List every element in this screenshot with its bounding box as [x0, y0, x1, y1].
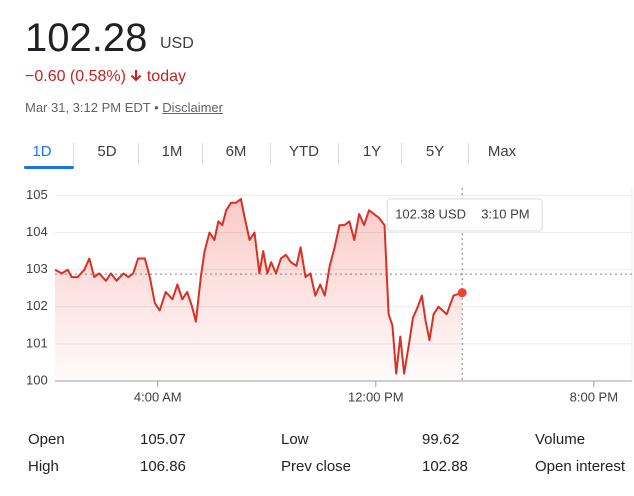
separator: • [154, 100, 159, 115]
tooltip-box [386, 198, 543, 232]
stat-label: Low [281, 431, 309, 448]
x-tick-label: 4:00 AM [134, 389, 182, 404]
tab-separator [73, 143, 74, 165]
y-tick-label: 104 [26, 224, 48, 239]
y-tick-label: 105 [26, 187, 48, 202]
y-tick-label: 102 [26, 298, 48, 313]
range-tab[interactable]: 1D [32, 143, 52, 160]
price: 102.28 [25, 16, 148, 60]
range-tab[interactable]: YTD [289, 143, 319, 160]
tooltip-value: 102.38 USD [395, 206, 466, 221]
currency: USD [160, 35, 194, 52]
stat-label: Volume [535, 431, 586, 448]
tab-separator [202, 143, 203, 165]
tab-separator [270, 143, 271, 165]
current-point [457, 288, 467, 298]
chart: 100 101 102 103 104 105 4:00 AM 12:00 PM 8:00 PM… [26, 187, 633, 404]
price-area [55, 199, 463, 381]
price-line [54, 198, 463, 375]
tab-separator [401, 143, 402, 165]
y-tick-label: 103 [26, 261, 48, 276]
stat-value: 99.62 [422, 431, 460, 448]
tab-separator [468, 143, 469, 165]
change-period: today [146, 68, 186, 85]
range-tab[interactable]: 6M [225, 143, 247, 160]
timestamp: Mar 31, 3:12 PM EDT [25, 100, 151, 115]
change: −0.60 (0.58%) today [25, 68, 186, 86]
stat-value: 102.88 [422, 458, 468, 475]
range-tab[interactable]: 5D [97, 143, 117, 160]
disclaimer-link[interactable]: Disclaimer [162, 100, 223, 115]
stat-value: 106.86 [140, 458, 186, 475]
range-tab[interactable]: 5Y [425, 143, 445, 160]
stat-label: Open [28, 431, 65, 448]
range-tab[interactable]: Max [487, 143, 517, 160]
change-value: −0.60 (0.58%) [25, 68, 126, 85]
tab-separator [338, 143, 339, 165]
range-tab[interactable]: 1Y [362, 143, 382, 160]
x-tick-label: 12:00 PM [348, 389, 404, 404]
down-arrow [131, 70, 142, 82]
stat-label: Open interest [535, 458, 626, 475]
stat-value: 105.07 [140, 431, 186, 448]
active-tab-indicator [24, 166, 74, 169]
range-tab[interactable]: 1M [161, 143, 183, 160]
y-tick-label: 100 [26, 372, 48, 387]
tooltip-time: 3:10 PM [481, 206, 529, 221]
y-tick-label: 101 [26, 335, 48, 350]
x-tick-label: 8:00 PM [570, 389, 618, 404]
stat-label: High [28, 458, 59, 475]
timestamp-line: Mar 31, 3:12 PM EDT • Disclaimer [25, 100, 223, 115]
tab-separator [138, 143, 139, 165]
stat-label: Prev close [281, 458, 352, 475]
